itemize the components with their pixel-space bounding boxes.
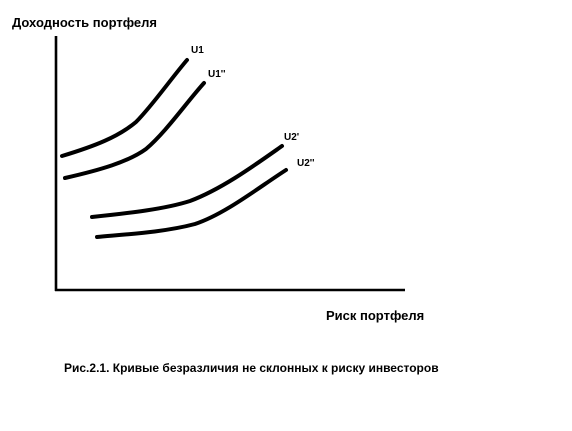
figure-caption: Рис.2.1. Кривые безразличия не склонных … — [64, 361, 439, 375]
indifference-curve-u2-double-prime — [95, 168, 288, 239]
indifference-curve-u1-double-prime — [63, 81, 206, 180]
curve-label-u2-prime: U2' — [284, 132, 299, 143]
indifference-curve-u2-prime — [90, 144, 284, 219]
indifference-curve-u1 — [60, 58, 189, 158]
curve-label-u1-double-prime: U1'' — [208, 69, 226, 80]
curve-label-u1: U1 — [191, 45, 204, 56]
curve-label-u2-double-prime: U2'' — [297, 158, 315, 169]
x-axis-label: Риск портфеля — [326, 308, 424, 323]
y-axis-label: Доходность портфеля — [12, 15, 157, 30]
